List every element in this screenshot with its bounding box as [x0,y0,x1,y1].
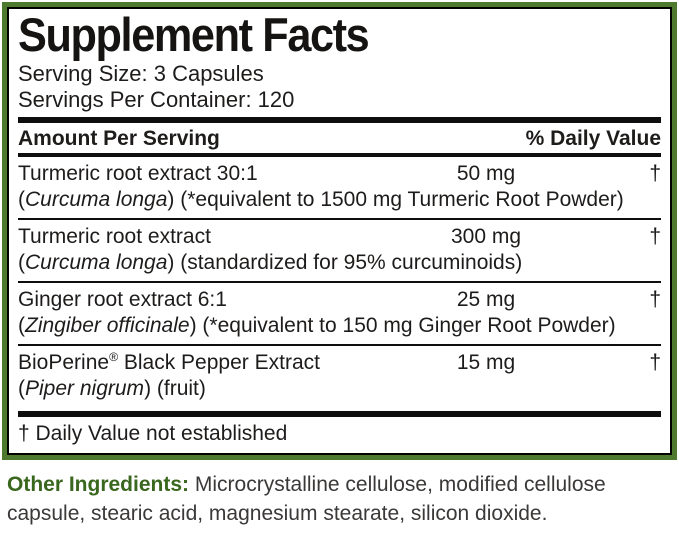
divider-thick-bottom [18,410,661,417]
daily-value-symbol: † [649,287,661,311]
botanical-name: Curcuma longa [25,250,168,274]
daily-value-header: % Daily Value [525,126,661,150]
table-header-row: Amount Per Serving % Daily Value [18,123,661,153]
other-ingredients: Other Ingredients: Microcrystalline cell… [7,470,675,528]
botanical-name: Piper nigrum [25,376,145,400]
ingredient-name-rest: Black Pepper Extract [118,350,320,374]
daily-value-symbol: † [649,224,661,248]
ingredient-name-text: Turmeric root extract 30:1 [18,161,258,185]
panel-inner: Supplement Facts Serving Size: 3 Capsule… [7,7,672,455]
serving-size: Serving Size: 3 Capsules [18,60,264,86]
divider-medium [18,152,661,157]
other-ingredients-label: Other Ingredients: [7,472,190,496]
ingredient-line: Ginger root extract 6:1 25 mg † [18,287,661,313]
detail-open-paren: ( [18,376,25,400]
daily-value-symbol: † [649,350,661,374]
ingredient-name: BioPerine® Black Pepper Extract [18,350,381,376]
detail-rest: ) (*equivalent to 150 mg Ginger Root Pow… [189,313,616,337]
registered-mark: ® [109,349,119,364]
botanical-name: Curcuma longa [25,187,168,211]
ingredient-amount: 300 mg [450,224,522,248]
detail-rest: ) (*equivalent to 1500 mg Turmeric Root … [167,187,624,211]
ingredient-detail: (Curcuma longa) (standardized for 95% cu… [18,250,661,276]
ingredient-name-text: BioPerine [18,350,110,374]
table-row-ginger: Ginger root extract 6:1 25 mg † (Zingibe… [18,283,661,346]
ingredient-name: Turmeric root extract [18,224,381,250]
botanical-name: Zingiber officinale [25,313,190,337]
amount-per-serving-header: Amount Per Serving [18,126,220,150]
detail-rest: ) (standardized for 95% curcuminoids) [167,250,523,274]
supplement-facts-panel: Supplement Facts Serving Size: 3 Capsule… [2,2,677,460]
detail-open-paren: ( [18,313,25,337]
other-ingredients-text: Microcrystalline cellulose, modified cel… [7,472,606,525]
ingredient-amount: 50 mg [456,161,516,185]
table-row-turmeric-30-1: Turmeric root extract 30:1 50 mg † (Curc… [18,157,661,220]
detail-open-paren: ( [18,250,25,274]
ingredient-name: Ginger root extract 6:1 [18,287,381,313]
ingredient-detail: (Zingiber officinale) (*equivalent to 15… [18,313,661,339]
ingredient-amount: 15 mg [456,350,516,374]
divider-thick-top [18,116,661,123]
ingredient-name-text: Turmeric root extract [18,224,211,248]
panel-title: Supplement Facts [18,8,370,61]
ingredient-detail: (Piper nigrum) (fruit) [18,376,661,402]
daily-value-symbol: † [649,161,661,185]
ingredient-detail: (Curcuma longa) (*equivalent to 1500 mg … [18,187,661,213]
servings-per-container: Servings Per Container: 120 [18,86,295,112]
ingredient-line: BioPerine® Black Pepper Extract 15 mg † [18,350,661,376]
detail-rest: ) (fruit) [144,376,206,400]
ingredient-line: Turmeric root extract 30:1 50 mg † [18,161,661,187]
ingredient-name: Turmeric root extract 30:1 [18,161,381,187]
daily-value-footnote: † Daily Value not established [18,421,288,445]
ingredient-line: Turmeric root extract 300 mg † [18,224,661,250]
detail-open-paren: ( [18,187,25,211]
label-footer: Other Ingredients: Microcrystalline cell… [7,470,675,540]
ingredient-amount: 25 mg [456,287,516,311]
table-row-bioperine: BioPerine® Black Pepper Extract 15 mg † … [18,346,661,407]
ingredient-name-text: Ginger root extract 6:1 [18,287,227,311]
table-row-turmeric: Turmeric root extract 300 mg † (Curcuma … [18,220,661,283]
